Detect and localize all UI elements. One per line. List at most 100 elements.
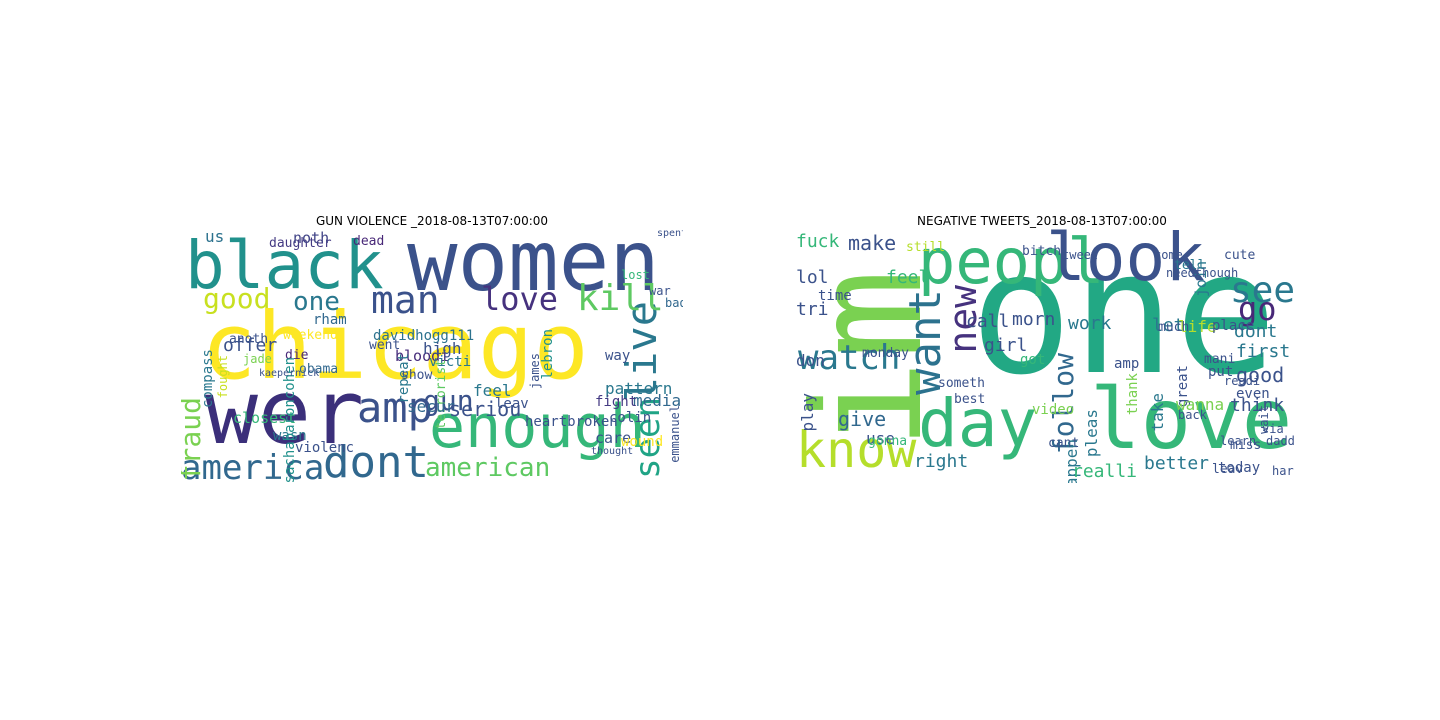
cloud-word: mani xyxy=(1204,352,1236,367)
cloud-word: morn xyxy=(1012,309,1056,330)
cloud-word: love xyxy=(1090,370,1293,468)
cloud-word: kaepernick xyxy=(259,368,320,379)
cloud-word: fraud xyxy=(181,397,207,482)
cloud-word: best xyxy=(954,392,986,407)
cloud-word: life xyxy=(1178,317,1217,336)
cloud-word: video xyxy=(1032,402,1075,418)
cloud-word: first xyxy=(1236,341,1291,362)
cloud-word: us xyxy=(205,229,225,246)
cloud-word: show xyxy=(401,368,433,383)
cloud-word: feel xyxy=(886,267,930,288)
cloud-word: needthough xyxy=(1166,266,1239,280)
cloud-word: way xyxy=(605,348,631,364)
cloud-word: learn xyxy=(1220,434,1257,448)
cloud-word: cute xyxy=(1224,248,1256,263)
cloud-word: know xyxy=(796,421,917,479)
cloud-word: closest xyxy=(233,409,297,427)
cloud-word: gun xyxy=(423,384,474,417)
cloud-word: offer xyxy=(223,335,278,356)
cloud-word: daughter xyxy=(269,236,332,251)
cloud-word: give xyxy=(838,407,887,431)
cloud-word: dont xyxy=(1234,321,1278,342)
cloud-word: amp xyxy=(1114,356,1140,372)
cloud-word: good xyxy=(203,282,271,315)
cloud-word: much xyxy=(1158,320,1190,335)
cloud-word: weekend xyxy=(283,328,338,343)
cloud-word: care xyxy=(595,429,632,447)
cloud-word: wanna xyxy=(1176,395,1225,414)
cloud-word: got xyxy=(1020,352,1046,368)
cloud-word: kill xyxy=(577,278,664,319)
cloud-word: anoth xyxy=(229,332,269,347)
cloud-word: fuck xyxy=(796,231,840,252)
cloud-word: war xyxy=(649,284,671,298)
cloud-word: day xyxy=(918,385,1038,462)
cloud-word: monday xyxy=(862,346,909,361)
cloud-word: back xyxy=(1178,408,1207,422)
right-word-cloud: one im love day peopl look know watch want new see… xyxy=(792,229,1294,483)
cloud-word: work xyxy=(1068,313,1112,334)
cloud-word: violenc xyxy=(295,440,355,456)
cloud-word: terrorist xyxy=(434,359,449,430)
cloud-word: even xyxy=(1236,386,1270,402)
cloud-word: miss xyxy=(1230,438,1262,453)
cloud-word: love xyxy=(481,280,559,318)
cloud-word: seriou xyxy=(449,397,522,421)
cloud-word: thank xyxy=(1125,373,1141,416)
cloud-word: via xyxy=(1262,422,1284,436)
cloud-word: american xyxy=(425,453,551,483)
cloud-word: look xyxy=(1046,229,1205,296)
cloud-word: noth xyxy=(293,229,330,247)
cloud-word: lebron xyxy=(540,329,556,380)
cloud-word: wer xyxy=(205,361,364,464)
cloud-word: lol xyxy=(796,267,829,288)
cloud-word: good xyxy=(1236,363,1285,387)
cloud-word: went xyxy=(369,338,401,353)
cloud-word: someth xyxy=(938,376,985,391)
cloud-word: media xyxy=(633,391,682,410)
cloud-word: one xyxy=(970,229,1278,413)
cloud-word: women xyxy=(407,229,660,310)
cloud-word: play xyxy=(798,393,817,432)
cloud-word: gonna xyxy=(868,434,908,449)
cloud-word: pattern xyxy=(605,379,673,398)
right-cloud-title: NEGATIVE TWEETS_2018-08-13T07:00:00 xyxy=(917,214,1167,228)
cloud-word: bitch xyxy=(1022,244,1062,259)
cloud-word: colin xyxy=(609,410,652,426)
cloud-word: bloodi xyxy=(395,347,450,365)
cloud-word: make xyxy=(848,231,897,255)
cloud-word: put xyxy=(1208,364,1234,380)
cloud-word: watch xyxy=(798,338,901,378)
cloud-word: tri xyxy=(796,299,829,320)
cloud-word: wait xyxy=(1257,405,1271,434)
cloud-word: still xyxy=(906,240,946,255)
cloud-word: girl xyxy=(984,335,1028,356)
cloud-word: emmanuel xyxy=(668,405,682,463)
cloud-word: compass xyxy=(200,349,216,409)
cloud-word: pleas xyxy=(1082,409,1101,458)
cloud-word: think xyxy=(1230,395,1285,416)
cloud-word: lost xyxy=(621,268,650,282)
cloud-word: man xyxy=(371,278,440,322)
cloud-word: cant xyxy=(1048,436,1080,451)
cloud-word: let xyxy=(1152,315,1185,336)
cloud-word: feel xyxy=(473,381,512,400)
cloud-word: secur xyxy=(407,397,456,416)
cloud-word: use xyxy=(866,429,895,448)
cloud-word: heartbroken xyxy=(525,414,618,430)
cloud-word: readi xyxy=(1224,374,1261,388)
cloud-word: dead xyxy=(353,234,385,249)
cloud-word: die xyxy=(285,348,309,363)
cloud-word: america xyxy=(181,448,325,483)
cloud-word: rham xyxy=(313,312,347,328)
cloud-word: hard xyxy=(1272,464,1294,478)
cloud-word: obama xyxy=(299,362,339,377)
cloud-word: wasn xyxy=(273,428,307,444)
cloud-word: high xyxy=(423,339,462,358)
cloud-word: enough xyxy=(429,392,646,462)
cloud-word: chicago xyxy=(201,293,589,400)
cloud-word: james xyxy=(528,353,542,390)
cloud-word: fight xyxy=(595,394,638,410)
cloud-word: daddi xyxy=(1266,434,1294,448)
